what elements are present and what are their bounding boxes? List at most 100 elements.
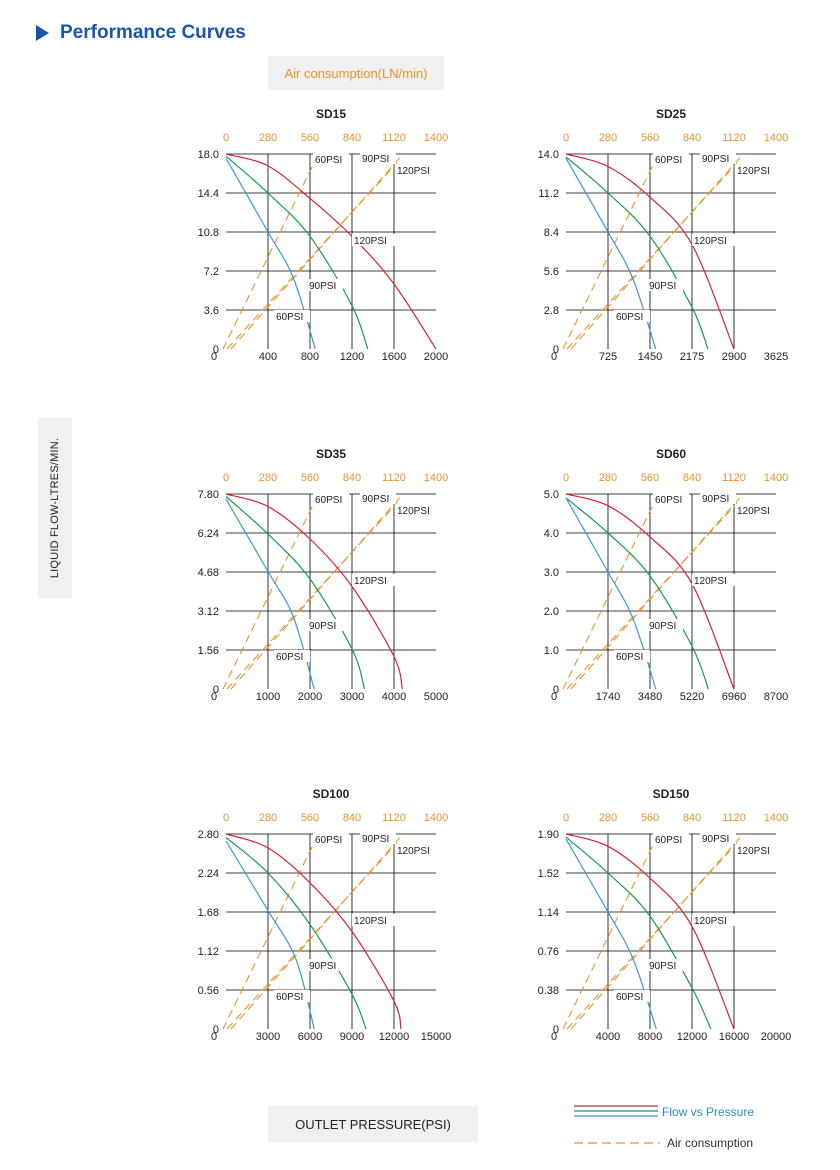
air-label-60psi-bg xyxy=(313,833,349,845)
flow-label-90psi: 90PSI xyxy=(309,621,336,632)
y-tick-label: 1.12 xyxy=(198,946,219,958)
flow-label-120psi-bg xyxy=(692,234,735,246)
air-label-120psi-bg xyxy=(395,504,438,516)
chart-sd15: SD15 0 280 560 840 1120 1400 18.0 14.4 10.8 7.2 3.6… xyxy=(198,107,449,363)
air-line-120psi xyxy=(570,832,745,1030)
chart-title: SD100 xyxy=(313,787,350,801)
y-tick-label: 0 xyxy=(553,684,559,696)
air-tick-label: 560 xyxy=(301,132,319,144)
flow-curve-90psi xyxy=(225,496,366,690)
flow-label-60psi: 60PSI xyxy=(616,312,643,323)
air-tick-label: 1400 xyxy=(424,132,448,144)
x-tick-label: 4000 xyxy=(382,691,406,703)
air-label-60psi: 60PSI xyxy=(655,835,682,846)
air-tick-label: 840 xyxy=(343,472,361,484)
x-tick-label: 1450 xyxy=(638,351,662,363)
chart-sd150: SD150 0 280 560 840 1120 1400 1.90 1.52 1.14 0.76 0… xyxy=(538,787,792,1043)
air-label-60psi: 60PSI xyxy=(315,155,342,166)
flow-label-90psi-bg xyxy=(307,279,343,291)
air-label-120psi: 120PSI xyxy=(737,166,770,177)
air-tick-label: 560 xyxy=(641,812,659,824)
flow-curve-120psi xyxy=(565,833,735,1030)
y-tick-label: 3.12 xyxy=(198,606,219,618)
air-label-90psi: 90PSI xyxy=(362,494,389,505)
flow-label-90psi: 90PSI xyxy=(309,961,336,972)
legend-flow-label: Flow vs Pressure xyxy=(662,1105,755,1119)
air-label-60psi: 60PSI xyxy=(655,155,682,166)
flow-label-120psi-bg xyxy=(352,574,395,586)
y-tick-label: 1.90 xyxy=(538,829,559,841)
x-tick-label: 8700 xyxy=(764,691,788,703)
chart-title: SD25 xyxy=(656,107,686,121)
x-tick-label: 2000 xyxy=(424,351,448,363)
flow-label-120psi: 120PSI xyxy=(354,236,387,247)
y-tick-label: 7.80 xyxy=(198,489,219,501)
air-label-120psi-bg xyxy=(395,844,438,856)
air-label-120psi-bg xyxy=(735,844,778,856)
flow-label-90psi-bg xyxy=(647,619,683,631)
air-line-60psi xyxy=(562,842,655,1030)
y-tick-label: 3.0 xyxy=(544,567,559,579)
chart-title: SD60 xyxy=(656,447,686,461)
x-tick-label: 12000 xyxy=(677,1031,708,1043)
flow-label-120psi: 120PSI xyxy=(354,916,387,927)
air-tick-label: 280 xyxy=(259,132,277,144)
air-line-60psi xyxy=(222,502,315,690)
chart-title: SD150 xyxy=(653,787,690,801)
air-tick-label: 1400 xyxy=(424,472,448,484)
legend-swatches xyxy=(574,1105,660,1144)
x-tick-label: 20000 xyxy=(761,1031,792,1043)
page-title-text: Performance Curves xyxy=(60,22,246,43)
x-tick-label: 3000 xyxy=(340,691,364,703)
air-line-60psi xyxy=(222,842,315,1030)
y-tick-label: 11.2 xyxy=(538,188,559,200)
flow-label-60psi-bg xyxy=(274,310,310,322)
air-tick-label: 280 xyxy=(259,472,277,484)
air-line-90psi xyxy=(226,502,398,690)
air-tick-label: 840 xyxy=(683,812,701,824)
air-label-90psi: 90PSI xyxy=(702,154,729,165)
air-tick-label: 560 xyxy=(641,472,659,484)
flow-label-60psi-bg xyxy=(274,650,310,662)
x-tick-label: 15000 xyxy=(421,1031,452,1043)
air-label-120psi-bg xyxy=(395,164,438,176)
x-tick-label: 1200 xyxy=(340,351,364,363)
flow-label-90psi-bg xyxy=(647,959,683,971)
flow-label-120psi-bg xyxy=(352,234,395,246)
flow-curve-120psi xyxy=(225,153,437,350)
x-tick-label: 400 xyxy=(259,351,277,363)
air-tick-label: 1120 xyxy=(722,132,746,144)
y-tick-label: 0.76 xyxy=(538,946,559,958)
x-tick-label: 12000 xyxy=(379,1031,410,1043)
air-label-120psi: 120PSI xyxy=(397,846,430,857)
flow-label-120psi: 120PSI xyxy=(694,916,727,927)
air-label-90psi-bg xyxy=(360,152,396,164)
y-tick-label: 4.68 xyxy=(198,567,219,579)
x-tick-label: 800 xyxy=(301,351,319,363)
x-tick-label: 3480 xyxy=(638,691,662,703)
air-label-90psi: 90PSI xyxy=(702,494,729,505)
air-tick-label: 280 xyxy=(259,812,277,824)
air-label-60psi-bg xyxy=(313,153,349,165)
x-tick-label: 1000 xyxy=(256,691,280,703)
y-tick-label: 14.0 xyxy=(538,149,559,161)
x-tick-label: 5220 xyxy=(680,691,704,703)
y-tick-label: 1.0 xyxy=(544,645,559,657)
air-line-60psi xyxy=(562,162,655,350)
y-tick-label: 5.0 xyxy=(544,489,559,501)
flow-label-90psi-bg xyxy=(307,619,343,631)
air-line-60psi xyxy=(562,502,655,690)
air-tick-label: 280 xyxy=(599,812,617,824)
y-tick-label: 18.0 xyxy=(198,149,219,161)
chart-title: SD35 xyxy=(316,447,346,461)
y-tick-label: 14.4 xyxy=(198,188,219,200)
air-tick-label: 1120 xyxy=(382,472,406,484)
x-tick-label: 1740 xyxy=(596,691,620,703)
air-tick-label: 1400 xyxy=(424,812,448,824)
x-tick-label: 4000 xyxy=(596,1031,620,1043)
chart-title: SD15 xyxy=(316,107,346,121)
flow-curve-90psi xyxy=(225,837,367,1030)
flow-curve-120psi xyxy=(565,153,735,350)
